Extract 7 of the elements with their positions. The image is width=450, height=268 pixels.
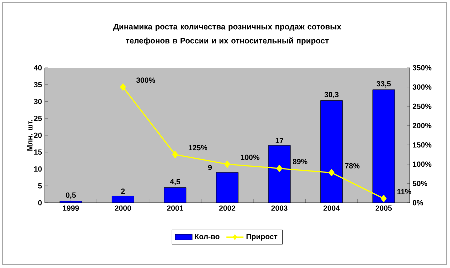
point bbox=[328, 169, 335, 177]
point bbox=[276, 165, 282, 172]
chart-title: Динамика роста количества розничных продаж сотовых телефонов в России и их относительный прирост bbox=[114, 24, 342, 46]
point bbox=[120, 84, 126, 91]
point bbox=[224, 160, 230, 168]
point bbox=[381, 195, 387, 202]
point bbox=[172, 151, 178, 158]
